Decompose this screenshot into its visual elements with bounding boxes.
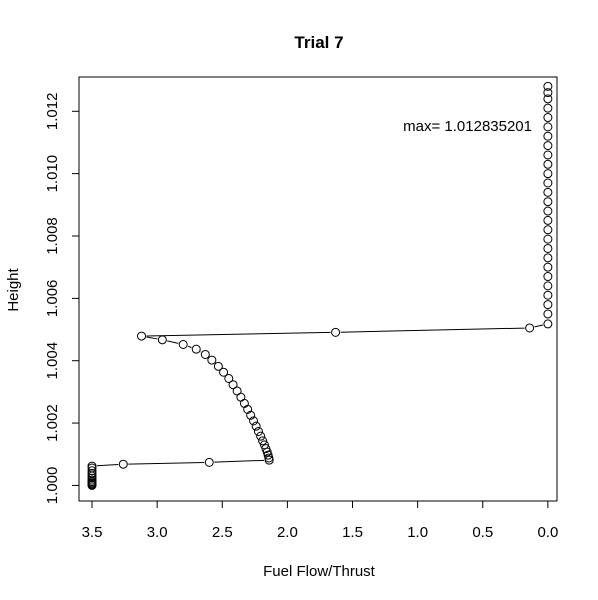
data-point bbox=[87, 466, 97, 476]
data-point bbox=[543, 81, 553, 91]
series-segment bbox=[534, 324, 544, 328]
series-segment bbox=[96, 464, 119, 467]
data-point bbox=[543, 262, 553, 272]
data-point bbox=[543, 272, 553, 282]
data-point bbox=[543, 122, 553, 132]
series-segment bbox=[128, 461, 205, 465]
x-tick-label: 3.5 bbox=[82, 524, 103, 541]
data-point bbox=[224, 373, 234, 383]
data-point bbox=[219, 367, 229, 377]
data-point bbox=[253, 426, 263, 436]
data-point bbox=[543, 141, 553, 151]
series-segment bbox=[146, 331, 331, 337]
x-tick-label: 2.5 bbox=[212, 524, 233, 541]
x-tick-label: 1.0 bbox=[407, 524, 428, 541]
series-segment bbox=[167, 340, 179, 344]
y-tick-label: 1.000 bbox=[44, 467, 61, 505]
data-point bbox=[543, 300, 553, 310]
x-tick-label: 0.0 bbox=[537, 524, 558, 541]
data-point bbox=[543, 215, 553, 225]
series-layer bbox=[87, 81, 553, 490]
data-point bbox=[543, 253, 553, 263]
data-point bbox=[258, 436, 268, 446]
data-point bbox=[543, 309, 553, 319]
data-point bbox=[204, 457, 214, 467]
series-segment bbox=[146, 336, 158, 340]
data-point bbox=[543, 131, 553, 141]
data-point bbox=[543, 94, 553, 104]
data-point bbox=[543, 225, 553, 235]
data-point bbox=[251, 421, 261, 431]
x-axis: 3.5 3.0 2.5 2.0 1.5 1.0 0.5 0.0 bbox=[82, 500, 558, 541]
y-tick-label: 1.012 bbox=[44, 93, 61, 131]
y-tick-label: 1.002 bbox=[44, 404, 61, 442]
x-tick-label: 1.5 bbox=[342, 524, 363, 541]
data-point bbox=[543, 178, 553, 188]
data-point bbox=[200, 349, 210, 359]
y-tick-label: 1.004 bbox=[44, 342, 61, 380]
data-point bbox=[246, 410, 256, 420]
x-tick-label: 0.5 bbox=[472, 524, 493, 541]
data-point bbox=[232, 386, 242, 396]
data-point bbox=[543, 319, 553, 329]
data-point bbox=[543, 234, 553, 244]
data-point bbox=[228, 380, 238, 390]
data-point bbox=[543, 243, 553, 253]
series-segment bbox=[214, 459, 265, 463]
data-point bbox=[543, 113, 553, 123]
data-point bbox=[118, 459, 128, 469]
data-point bbox=[543, 169, 553, 179]
data-point bbox=[543, 159, 553, 169]
y-axis: 1.000 1.002 1.004 1.006 1.008 1.010 1.012 bbox=[44, 93, 80, 505]
x-tick-label: 2.0 bbox=[277, 524, 298, 541]
chart-title: Trial 7 bbox=[294, 33, 343, 52]
data-point bbox=[87, 461, 97, 471]
data-point bbox=[137, 331, 147, 341]
y-axis-label: Height bbox=[5, 267, 22, 311]
data-point bbox=[543, 290, 553, 300]
y-tick-label: 1.010 bbox=[44, 155, 61, 193]
x-tick-label: 3.0 bbox=[147, 524, 168, 541]
y-tick-label: 1.006 bbox=[44, 280, 61, 318]
data-point bbox=[331, 327, 341, 337]
data-point bbox=[213, 361, 223, 371]
data-point bbox=[525, 323, 535, 333]
data-point bbox=[157, 335, 167, 345]
data-point bbox=[191, 344, 201, 354]
data-point bbox=[543, 103, 553, 113]
data-point bbox=[543, 206, 553, 216]
data-point bbox=[256, 431, 266, 441]
data-point bbox=[543, 281, 553, 291]
x-axis-label: Fuel Flow/Thrust bbox=[263, 563, 376, 580]
series-segment bbox=[187, 345, 192, 348]
data-point bbox=[543, 187, 553, 197]
plot-frame bbox=[78, 76, 558, 502]
data-point bbox=[87, 469, 97, 479]
data-point bbox=[543, 88, 553, 98]
data-point bbox=[261, 444, 271, 454]
series-segment bbox=[340, 327, 525, 333]
data-point bbox=[543, 150, 553, 160]
data-point bbox=[259, 440, 269, 450]
max-annotation: max= 1.012835201 bbox=[403, 118, 532, 135]
data-point bbox=[207, 355, 217, 365]
data-point bbox=[178, 339, 188, 349]
y-tick-label: 1.008 bbox=[44, 217, 61, 255]
data-point bbox=[543, 197, 553, 207]
data-point bbox=[87, 473, 97, 483]
data-point bbox=[249, 416, 259, 426]
